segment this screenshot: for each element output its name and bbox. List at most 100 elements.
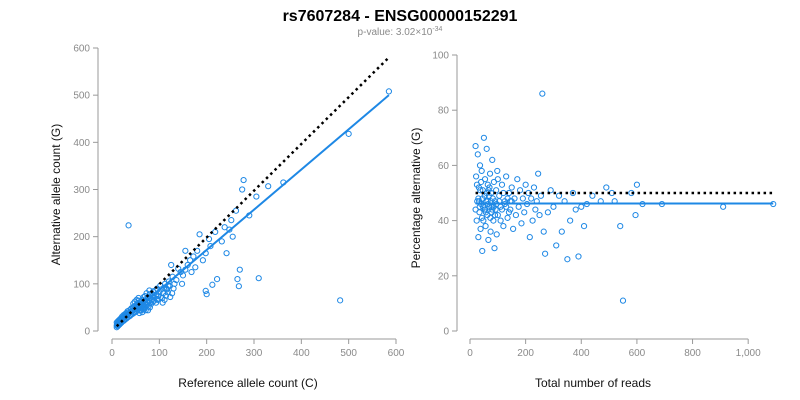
left-data-point bbox=[196, 231, 203, 238]
right-data-point bbox=[497, 217, 504, 224]
left-data-point bbox=[178, 280, 186, 287]
left-data-point bbox=[229, 233, 236, 240]
left-data-point bbox=[240, 176, 247, 184]
right-data-point bbox=[494, 167, 501, 175]
right-data-point bbox=[505, 209, 513, 216]
right-data-point bbox=[528, 195, 535, 202]
right-data-point bbox=[487, 228, 494, 235]
right-data-point bbox=[544, 209, 551, 216]
left-x-tick-label: 500 bbox=[340, 348, 357, 359]
right-data-point bbox=[472, 142, 479, 150]
left-y-tick-label: 600 bbox=[73, 44, 90, 55]
right-x-tick-label: 800 bbox=[684, 348, 701, 359]
right-data-point bbox=[485, 236, 492, 244]
right-data-point bbox=[550, 203, 557, 210]
left-data-point bbox=[192, 264, 199, 271]
right-data-point bbox=[542, 250, 549, 257]
left-scatter-panel: 0 100 200 300 400 500 600 0 100 200 300 400 500 600 Re… bbox=[49, 44, 405, 391]
left-data-point bbox=[218, 238, 225, 245]
left-data-point bbox=[235, 283, 242, 290]
right-x-tick-label: 200 bbox=[517, 348, 534, 359]
left-data-point bbox=[253, 193, 260, 200]
right-data-point bbox=[493, 187, 500, 194]
left-x-tick-label: 200 bbox=[198, 348, 215, 359]
right-data-point bbox=[633, 181, 641, 188]
right-data-point bbox=[617, 223, 624, 230]
left-data-point bbox=[168, 261, 175, 269]
right-data-point bbox=[526, 234, 533, 241]
chart-subtitle: p-value: 3.02×10-34 bbox=[358, 26, 443, 38]
right-data-point bbox=[478, 167, 485, 175]
right-data-point bbox=[514, 176, 521, 183]
left-data-point bbox=[232, 207, 240, 214]
left-data-point bbox=[135, 294, 142, 302]
right-data-point bbox=[476, 162, 484, 169]
right-data-point bbox=[494, 211, 501, 219]
left-data-point bbox=[203, 291, 210, 298]
left-reference-line bbox=[115, 56, 390, 328]
left-data-point bbox=[205, 235, 213, 243]
right-data-point bbox=[498, 206, 506, 213]
right-data-point bbox=[487, 214, 494, 221]
right-data-point bbox=[516, 187, 524, 194]
right-data-point bbox=[539, 90, 546, 97]
left-data-point bbox=[345, 130, 352, 137]
right-data-point bbox=[567, 217, 574, 224]
left-data-point bbox=[188, 268, 195, 276]
right-data-point bbox=[480, 134, 488, 141]
right-x-tick-label: 400 bbox=[573, 348, 590, 359]
left-data-point bbox=[223, 250, 230, 257]
right-x-tick-label: 1,000 bbox=[736, 348, 761, 359]
left-data-point bbox=[228, 217, 235, 224]
right-data-point bbox=[479, 247, 486, 255]
left-data-point bbox=[146, 304, 153, 311]
left-data-point bbox=[213, 276, 221, 283]
right-data-point bbox=[519, 195, 526, 202]
right-data-point bbox=[478, 214, 486, 221]
right-data-point bbox=[532, 206, 539, 213]
left-x-axis-label: Reference allele count (C) bbox=[178, 376, 317, 390]
right-data-point bbox=[481, 192, 488, 199]
right-y-tick-label: 0 bbox=[443, 327, 449, 338]
left-data-point bbox=[151, 297, 158, 304]
right-data-point bbox=[537, 192, 545, 199]
left-y-tick-label: 300 bbox=[73, 185, 90, 196]
right-data-point bbox=[536, 211, 543, 219]
left-x-tick-label: 600 bbox=[388, 348, 405, 359]
left-data-point bbox=[239, 186, 246, 193]
left-data-point bbox=[337, 297, 344, 304]
right-data-point bbox=[503, 173, 510, 180]
left-data-point bbox=[265, 183, 272, 190]
right-data-point bbox=[619, 297, 627, 304]
right-data-point bbox=[603, 184, 610, 191]
right-data-point bbox=[535, 170, 542, 177]
right-x-axis-label: Total number of reads bbox=[535, 376, 651, 390]
right-data-point bbox=[580, 223, 588, 230]
right-data-point bbox=[500, 223, 507, 230]
right-data-point bbox=[547, 187, 554, 194]
left-y-tick-label: 400 bbox=[73, 138, 90, 149]
left-data-point bbox=[209, 281, 216, 288]
left-data-point bbox=[236, 266, 243, 273]
right-data-point bbox=[575, 253, 582, 260]
p-value-exponent: -34 bbox=[432, 26, 442, 33]
left-data-point bbox=[202, 287, 209, 295]
right-y-tick-label: 80 bbox=[438, 106, 450, 117]
left-data-point bbox=[131, 298, 138, 305]
left-data-point bbox=[125, 222, 132, 229]
right-data-point bbox=[521, 209, 528, 216]
right-data-point bbox=[508, 184, 515, 191]
right-data-point bbox=[493, 231, 500, 238]
left-y-tick-label: 0 bbox=[84, 327, 90, 338]
left-data-point bbox=[133, 296, 140, 303]
right-data-point bbox=[498, 181, 506, 188]
right-data-point bbox=[522, 181, 529, 188]
right-y-tick-label: 100 bbox=[432, 51, 449, 62]
right-data-point bbox=[473, 173, 480, 180]
right-data-point bbox=[477, 225, 484, 232]
right-data-point bbox=[518, 220, 525, 227]
left-data-point bbox=[234, 276, 241, 283]
right-x-tick-label: 0 bbox=[467, 348, 473, 359]
right-data-point bbox=[475, 234, 482, 241]
